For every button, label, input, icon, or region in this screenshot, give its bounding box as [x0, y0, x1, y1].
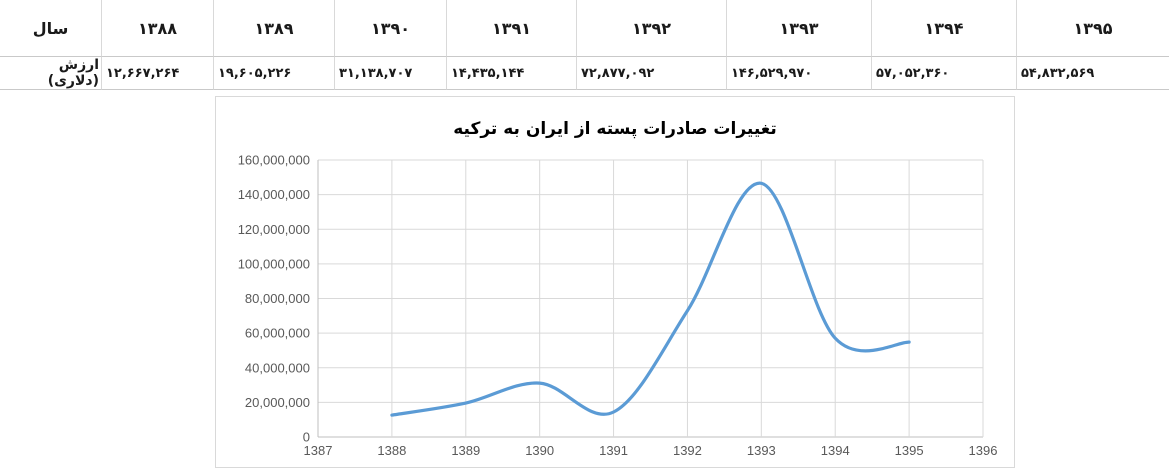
value-cell: ۵۷,۰۵۲,۳۶۰ [872, 57, 1017, 90]
series-line [390, 181, 911, 417]
value-cell: ۳۱,۱۳۸,۷۰۷ [335, 57, 447, 90]
x-tick-label: 1387 [304, 443, 333, 458]
x-tick-label: 1393 [747, 443, 776, 458]
year-cell: ۱۳۹۴ [872, 0, 1017, 57]
x-tick-label: 1395 [895, 443, 924, 458]
value-cell: ۱۴۶,۵۲۹,۹۷۰ [727, 57, 872, 90]
value-cell: ۱۹,۶۰۵,۲۲۶ [214, 57, 335, 90]
x-tick-label: 1389 [451, 443, 480, 458]
x-tick-label: 1391 [599, 443, 628, 458]
chart-container: تغییرات صادرات پسته از ایران به ترکیه 0 2… [215, 96, 1015, 468]
y-tick-label: 60,000,000 [245, 326, 310, 341]
y-tick-label: 80,000,000 [245, 291, 310, 306]
y-tick-label: 160,000,000 [238, 153, 310, 168]
y-tick-label: 0 [303, 430, 310, 445]
year-cell: ۱۳۹۱ [447, 0, 577, 57]
year-cell: ۱۳۹۵ [1017, 0, 1169, 57]
year-cell: ۱۳۹۳ [727, 0, 872, 57]
year-cell: ۱۳۹۲ [577, 0, 727, 57]
x-tick-label: 1392 [673, 443, 702, 458]
chart-canvas: 0 20,000,000 40,000,000 60,000,000 80,000,00… [238, 153, 998, 459]
value-row-header: ارزش (دلاری) [0, 57, 102, 90]
x-tick-label: 1390 [525, 443, 554, 458]
value-cell: ۵۴,۸۳۲,۵۶۹ [1017, 57, 1169, 90]
y-tick-label: 140,000,000 [238, 187, 310, 202]
value-cell: ۱۴,۴۳۵,۱۴۴ [447, 57, 577, 90]
year-cell: ۱۳۹۰ [335, 0, 447, 57]
table-value-row: ارزش (دلاری) ۱۲,۶۶۷,۲۶۴ ۱۹,۶۰۵,۲۲۶ ۳۱,۱۳۸,… [0, 57, 1169, 90]
y-tick-label: 100,000,000 [238, 256, 310, 271]
chart-title: تغییرات صادرات پسته از ایران به ترکیه [453, 119, 777, 139]
year-row-header: سال [0, 0, 102, 57]
x-tick-label: 1394 [821, 443, 850, 458]
value-cell: ۷۲,۸۷۷,۰۹۲ [577, 57, 727, 90]
x-tick-label: 1388 [377, 443, 406, 458]
y-tick-label: 120,000,000 [238, 222, 310, 237]
y-tick-label: 20,000,000 [245, 395, 310, 410]
year-cell: ۱۳۸۹ [214, 0, 335, 57]
y-tick-label: 40,000,000 [245, 360, 310, 375]
value-cell: ۱۲,۶۶۷,۲۶۴ [102, 57, 214, 90]
export-table: سال ۱۳۸۸ ۱۳۸۹ ۱۳۹۰ ۱۳۹۱ ۱۳۹۲ ۱۳۹۳ ۱۳۹۴ ۱۳۹۵ ارز… [0, 0, 1169, 90]
table-year-row: سال ۱۳۸۸ ۱۳۸۹ ۱۳۹۰ ۱۳۹۱ ۱۳۹۲ ۱۳۹۳ ۱۳۹۴ ۱۳۹۵ [0, 0, 1169, 57]
year-cell: ۱۳۸۸ [102, 0, 214, 57]
x-tick-label: 1396 [969, 443, 998, 458]
